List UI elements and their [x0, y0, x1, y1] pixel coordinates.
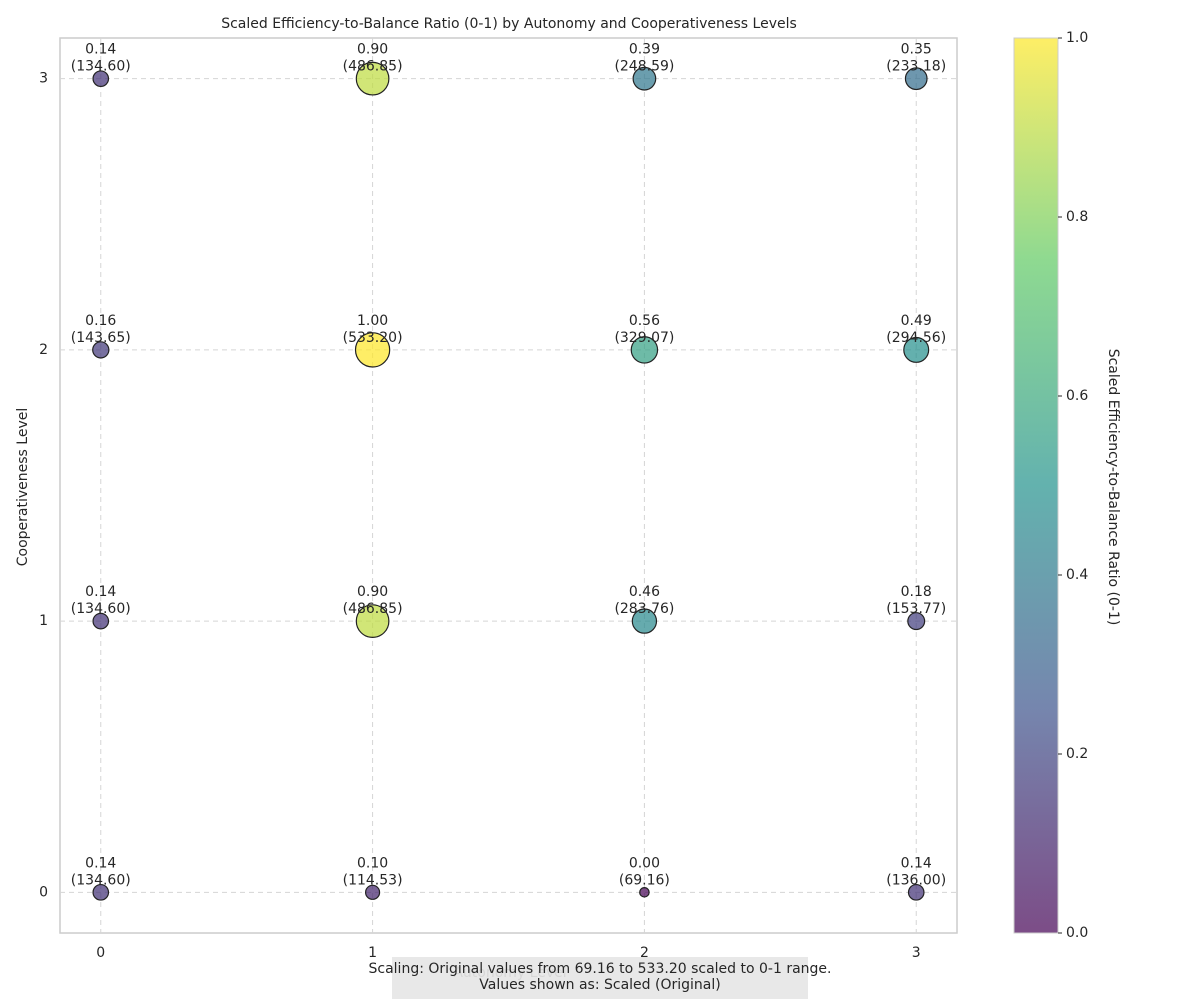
original-value-label: (134.60)	[71, 59, 131, 75]
original-value-label: (329.07)	[614, 330, 674, 346]
plot-area	[59, 37, 958, 934]
value-label: 0.16	[85, 313, 116, 329]
y-tick-label: 3	[39, 71, 48, 87]
chart-title: Scaled Efficiency-to-Balance Ratio (0-1)…	[221, 16, 797, 32]
point	[354, 332, 391, 368]
y-tick-label: 1	[39, 613, 48, 629]
point	[639, 887, 650, 898]
point	[904, 67, 928, 91]
colorbar-tick-label: 0.8	[1066, 209, 1088, 225]
colorbar-label: Scaled Efficiency-to-Balance Ratio (0-1)	[1105, 349, 1121, 626]
original-value-label: (533.20)	[343, 330, 403, 346]
colorbar	[1013, 37, 1059, 934]
point	[92, 70, 110, 88]
point	[630, 336, 659, 364]
value-label: 1.00	[357, 313, 388, 329]
y-axis-label: Cooperativeness Level	[15, 408, 31, 567]
original-value-label: (486.85)	[343, 59, 403, 75]
point	[632, 66, 657, 91]
original-value-label: (69.16)	[619, 872, 670, 888]
colorbar-tick-label: 0.6	[1066, 388, 1088, 404]
point	[92, 612, 110, 630]
value-label: 0.00	[629, 855, 660, 871]
annotation-line: Values shown as: Scaled (Original)	[479, 977, 720, 993]
point	[907, 612, 926, 631]
value-label: 0.56	[629, 313, 660, 329]
colorbar-tick-label: 0.2	[1066, 746, 1088, 762]
original-value-label: (248.59)	[614, 59, 674, 75]
value-label: 0.90	[357, 584, 388, 600]
original-value-label: (294.56)	[886, 330, 946, 346]
value-label: 0.18	[901, 584, 932, 600]
x-tick-label: 0	[96, 945, 105, 961]
value-label: 0.35	[901, 42, 932, 58]
colorbar-tick-label: 1.0	[1066, 30, 1088, 46]
point	[364, 884, 381, 900]
point	[92, 341, 110, 359]
y-tick-label: 0	[39, 884, 48, 900]
point	[355, 604, 390, 638]
colorbar-tick-label: 0.0	[1066, 925, 1088, 941]
value-label: 0.46	[629, 584, 660, 600]
original-value-label: (114.53)	[343, 872, 403, 888]
point	[903, 336, 930, 363]
value-label: 0.49	[901, 313, 932, 329]
original-value-label: (233.18)	[886, 59, 946, 75]
value-label: 0.14	[901, 855, 932, 871]
original-value-label: (136.00)	[886, 872, 946, 888]
original-value-label: (134.60)	[71, 872, 131, 888]
original-value-label: (153.77)	[886, 601, 946, 617]
value-label: 0.14	[85, 42, 116, 58]
original-value-label: (134.60)	[71, 601, 131, 617]
x-tick-label: 1	[368, 945, 377, 961]
original-value-label: (283.76)	[614, 601, 674, 617]
original-value-label: (486.85)	[343, 601, 403, 617]
value-label: 0.39	[629, 42, 660, 58]
point	[92, 883, 110, 901]
point	[631, 608, 658, 634]
value-label: 0.14	[85, 584, 116, 600]
value-label: 0.14	[85, 855, 116, 871]
point	[907, 883, 925, 901]
value-label: 0.10	[357, 855, 388, 871]
point	[355, 61, 390, 96]
colorbar-tick-label: 0.4	[1066, 567, 1088, 583]
original-value-label: (143.65)	[71, 330, 131, 346]
value-label: 0.90	[357, 42, 388, 58]
x-tick-label: 3	[912, 945, 921, 961]
annotation-box	[392, 957, 808, 999]
y-tick-label: 2	[39, 342, 48, 358]
annotation-line: Scaling: Original values from 69.16 to 5…	[369, 961, 832, 977]
x-tick-label: 2	[640, 945, 649, 961]
